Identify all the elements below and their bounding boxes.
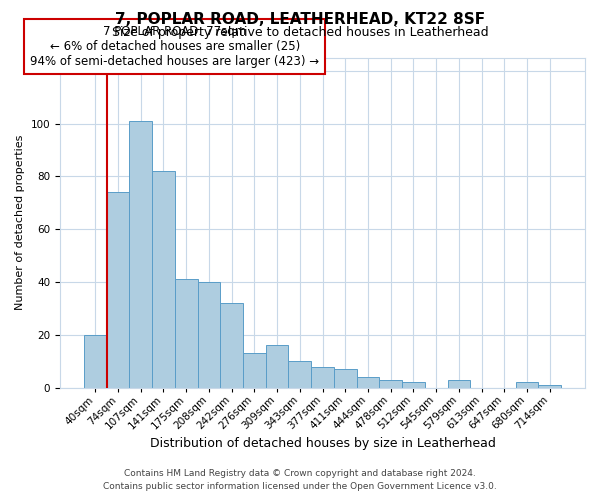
Y-axis label: Number of detached properties: Number of detached properties xyxy=(15,135,25,310)
Bar xyxy=(220,303,243,388)
Bar xyxy=(289,361,311,388)
Bar xyxy=(130,121,152,388)
Bar xyxy=(175,280,197,388)
Bar xyxy=(84,335,107,388)
Bar xyxy=(311,366,334,388)
X-axis label: Distribution of detached houses by size in Leatherhead: Distribution of detached houses by size … xyxy=(149,437,496,450)
Bar xyxy=(356,377,379,388)
Bar xyxy=(448,380,470,388)
Bar xyxy=(243,354,266,388)
Bar xyxy=(334,369,356,388)
Bar xyxy=(152,171,175,388)
Bar xyxy=(197,282,220,388)
Bar xyxy=(266,346,289,388)
Text: 7, POPLAR ROAD, LEATHERHEAD, KT22 8SF: 7, POPLAR ROAD, LEATHERHEAD, KT22 8SF xyxy=(115,12,485,28)
Bar xyxy=(538,385,561,388)
Bar xyxy=(402,382,425,388)
Text: Size of property relative to detached houses in Leatherhead: Size of property relative to detached ho… xyxy=(112,26,488,39)
Bar xyxy=(107,192,130,388)
Bar xyxy=(379,380,402,388)
Text: Contains HM Land Registry data © Crown copyright and database right 2024.
Contai: Contains HM Land Registry data © Crown c… xyxy=(103,470,497,491)
Bar xyxy=(515,382,538,388)
Text: 7 POPLAR ROAD: 77sqm
← 6% of detached houses are smaller (25)
94% of semi-detach: 7 POPLAR ROAD: 77sqm ← 6% of detached ho… xyxy=(30,25,319,68)
